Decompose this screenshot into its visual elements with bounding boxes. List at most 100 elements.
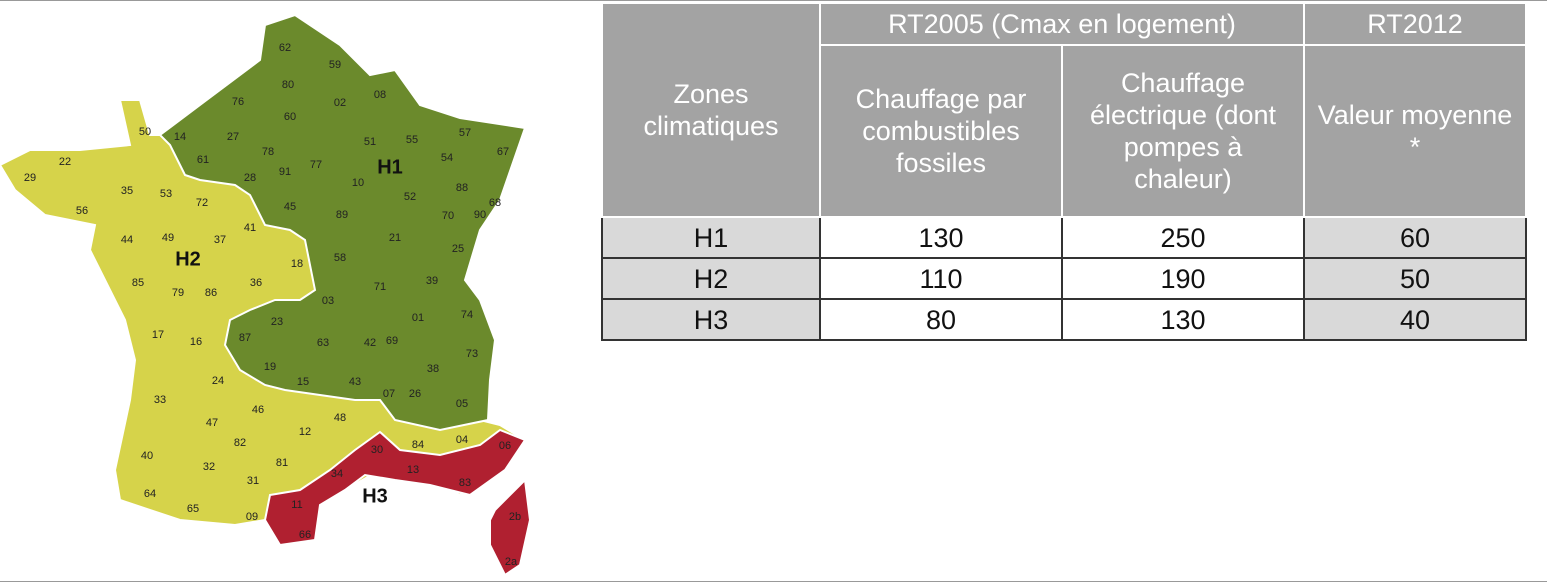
france-map: 62 59 80 02 76 60 08 14 27 61 78 91 77 28 51 55 57 67 54 88… xyxy=(0,13,532,577)
department-number: 77 xyxy=(310,159,322,171)
zone-label: H3 xyxy=(362,485,388,507)
department-number: 02 xyxy=(334,97,346,109)
table-row: H1 130 250 60 xyxy=(601,216,1527,259)
department-number: 78 xyxy=(262,146,274,158)
department-number: 30 xyxy=(371,444,383,456)
department-number: 76 xyxy=(232,96,244,108)
table-cell: H1 xyxy=(601,216,821,259)
department-number: 19 xyxy=(264,361,276,373)
department-number: 48 xyxy=(334,412,346,424)
department-number: 31 xyxy=(247,475,259,487)
department-number: 72 xyxy=(196,197,208,209)
department-number: 18 xyxy=(291,258,303,270)
department-number: 29 xyxy=(24,172,36,184)
department-number: 65 xyxy=(187,503,199,515)
table-cell: H3 xyxy=(601,298,821,341)
department-number: 38 xyxy=(427,363,439,375)
department-number: 54 xyxy=(441,152,453,164)
department-number: 79 xyxy=(172,287,184,299)
table-cell: 190 xyxy=(1061,257,1305,300)
table-cell: 130 xyxy=(819,216,1063,259)
department-number: 37 xyxy=(214,234,226,246)
header-cell: RT2012 xyxy=(1303,2,1527,46)
department-number: 14 xyxy=(174,131,186,143)
table-cell: 80 xyxy=(819,298,1063,341)
department-number: 12 xyxy=(299,426,311,438)
department-number: 87 xyxy=(239,332,251,344)
department-number: 80 xyxy=(282,79,294,91)
header-cell: Chauffage par combustibles fossiles xyxy=(819,44,1063,218)
frame-line xyxy=(0,0,1547,1)
map-labels: 62 59 80 02 76 60 08 14 27 61 78 91 77 28 51 55 57 67 54 88… xyxy=(24,42,521,568)
department-number: 32 xyxy=(203,461,215,473)
department-number: 60 xyxy=(284,111,296,123)
table-cell: 50 xyxy=(1303,257,1527,300)
table-body: H1 130 250 60 H2 110 190 50 H3 80 130 40 xyxy=(601,216,1527,341)
department-number: 88 xyxy=(456,182,468,194)
table-cell: H2 xyxy=(601,257,821,300)
header-cell: Chauffage électrique (dont pompes à chal… xyxy=(1061,44,1305,218)
zone-h3-area xyxy=(263,428,527,547)
department-number: 90 xyxy=(474,209,486,221)
department-number: 89 xyxy=(336,209,348,221)
department-number: 28 xyxy=(244,172,256,184)
department-number: 67 xyxy=(497,146,509,158)
zone-label: H1 xyxy=(377,156,403,178)
department-number: 2b xyxy=(509,511,521,523)
department-number: 26 xyxy=(409,388,421,400)
zone-label: H2 xyxy=(175,248,201,270)
department-number: 15 xyxy=(297,376,309,388)
department-number: 08 xyxy=(374,89,386,101)
department-number: 10 xyxy=(352,177,364,189)
table-cell: 110 xyxy=(819,257,1063,300)
department-number: 59 xyxy=(329,59,341,71)
department-number: 46 xyxy=(252,404,264,416)
department-number: 09 xyxy=(246,511,258,523)
header-cell: Valeur moyenne * xyxy=(1303,44,1527,218)
department-number: 21 xyxy=(389,232,401,244)
department-number: 85 xyxy=(132,277,144,289)
department-number: 41 xyxy=(244,222,256,234)
department-number: 34 xyxy=(331,468,343,480)
department-number: 27 xyxy=(227,131,239,143)
department-number: 23 xyxy=(271,316,283,328)
table-cell: 250 xyxy=(1061,216,1305,259)
department-number: 25 xyxy=(452,243,464,255)
department-number: 69 xyxy=(386,335,398,347)
department-number: 63 xyxy=(317,337,329,349)
corsica-area xyxy=(489,477,532,577)
department-number: 51 xyxy=(364,136,376,148)
department-number: 07 xyxy=(383,388,395,400)
department-number: 91 xyxy=(279,166,291,178)
department-number: 44 xyxy=(121,234,133,246)
department-number: 70 xyxy=(442,210,454,222)
department-number: 06 xyxy=(499,440,511,452)
department-number: 2a xyxy=(505,556,518,568)
zone-h1-area xyxy=(158,13,527,432)
department-number: 43 xyxy=(349,376,361,388)
department-number: 71 xyxy=(374,281,386,293)
department-number: 56 xyxy=(76,205,88,217)
department-number: 42 xyxy=(364,337,376,349)
table-row: H2 110 190 50 xyxy=(601,257,1527,300)
department-number: 13 xyxy=(407,464,419,476)
header-cell: Zones climatiques xyxy=(601,2,821,218)
table-cell: 40 xyxy=(1303,298,1527,341)
department-number: 39 xyxy=(426,275,438,287)
rt-table: Zones climatiques RT2005 (Cmax en logeme… xyxy=(601,2,1527,341)
department-number: 74 xyxy=(461,309,473,321)
department-number: 01 xyxy=(412,312,424,324)
department-number: 84 xyxy=(412,439,424,451)
department-number: 53 xyxy=(160,188,172,200)
department-number: 57 xyxy=(459,127,471,139)
department-number: 73 xyxy=(466,348,478,360)
department-number: 03 xyxy=(322,295,334,307)
department-number: 86 xyxy=(205,287,217,299)
department-number: 66 xyxy=(299,529,311,541)
department-number: 61 xyxy=(197,154,209,166)
department-number: 24 xyxy=(212,375,224,387)
header-cell: RT2005 (Cmax en logement) xyxy=(819,2,1305,46)
department-number: 55 xyxy=(406,134,418,146)
department-number: 64 xyxy=(144,488,156,500)
